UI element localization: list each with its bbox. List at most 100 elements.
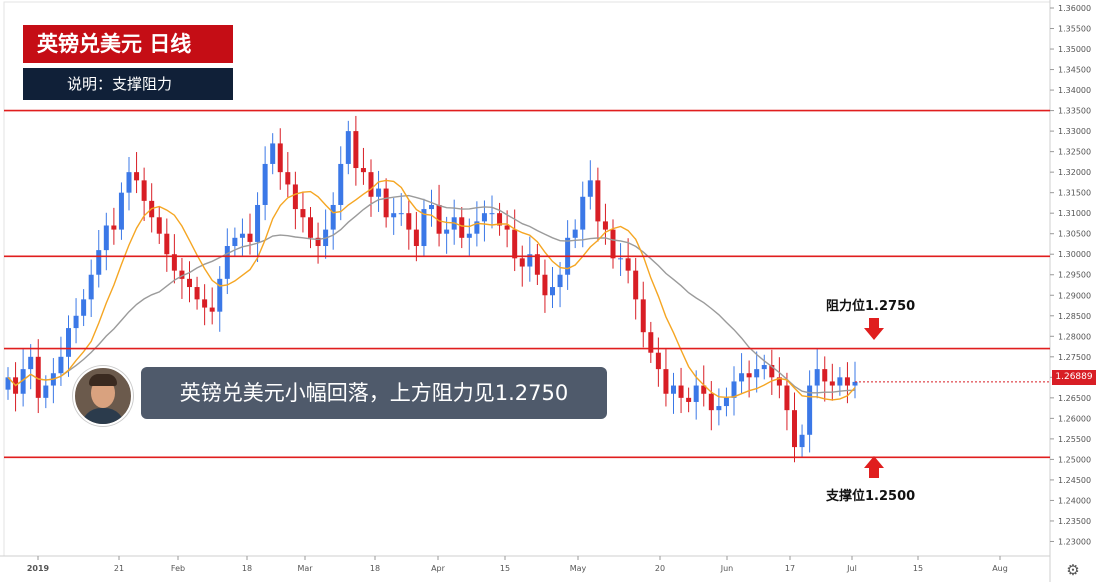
candle-body (217, 278, 223, 312)
candle-body (489, 213, 495, 215)
candle-body (315, 237, 321, 247)
candle-body (111, 225, 117, 230)
candle-body (739, 373, 745, 382)
candle-body (141, 180, 147, 201)
candle-body (270, 143, 276, 164)
candle-body (360, 168, 366, 173)
candle-body (35, 356, 41, 398)
candle-body (43, 385, 49, 398)
candle-body (171, 254, 177, 271)
x-tick-label: 20 (655, 564, 665, 573)
candle-body (444, 229, 450, 234)
gear-icon[interactable]: ⚙ (1066, 561, 1080, 579)
candle-body (187, 278, 192, 288)
candle-body (572, 229, 578, 238)
y-tick-label: 1.36000 (1058, 4, 1091, 13)
candle-body (5, 377, 11, 390)
candle-body (761, 365, 767, 370)
candle-body (852, 381, 858, 386)
candle-body (194, 287, 200, 300)
candle-body (239, 233, 245, 238)
candle-body (232, 237, 238, 247)
candle-body (179, 270, 185, 279)
candle-body (731, 381, 737, 398)
y-tick-label: 1.24500 (1058, 476, 1091, 485)
candle-body (640, 299, 646, 333)
candle-body (474, 221, 480, 234)
candle-body (20, 369, 26, 394)
candle-body (164, 233, 170, 255)
y-tick-label: 1.33500 (1058, 107, 1091, 116)
candle-body (822, 369, 828, 382)
candle-body (754, 369, 760, 378)
x-tick-label: Jun (720, 564, 734, 573)
candle-body (792, 410, 797, 448)
x-tick-label: 15 (913, 564, 923, 573)
candle-body (648, 332, 654, 353)
candle-body (459, 217, 465, 238)
x-tick-label: May (570, 564, 587, 573)
candle-body (701, 385, 707, 394)
y-tick-label: 1.35000 (1058, 45, 1091, 54)
candle-body (338, 163, 344, 205)
y-tick-label: 1.34500 (1058, 66, 1091, 75)
candle-body (633, 270, 639, 300)
candle-body (799, 434, 805, 448)
candle-body (655, 352, 661, 370)
candle-body (345, 131, 351, 164)
y-tick-label: 1.31000 (1058, 209, 1091, 218)
x-tick-label: Jul (846, 564, 857, 573)
candle-body (391, 213, 397, 218)
analyst-avatar (73, 366, 133, 426)
y-tick-label: 1.26500 (1058, 394, 1091, 403)
candle-body (829, 381, 835, 386)
x-tick-label: 18 (242, 564, 252, 573)
x-tick-label: 2019 (27, 564, 50, 573)
x-tick-label: 15 (500, 564, 510, 573)
candle-body (429, 204, 434, 210)
avatar-shirt (81, 408, 125, 424)
y-tick-label: 1.35500 (1058, 25, 1091, 34)
candle-body (81, 299, 87, 316)
candle-body (814, 369, 820, 386)
candle-body (723, 397, 729, 407)
y-tick-label: 1.24000 (1058, 496, 1091, 505)
candle-body (512, 229, 518, 259)
candle-body (587, 180, 593, 197)
y-tick-label: 1.27500 (1058, 353, 1091, 362)
y-tick-label: 1.32000 (1058, 168, 1091, 177)
y-tick-label: 1.28500 (1058, 312, 1091, 321)
candle-body (247, 233, 253, 242)
x-tick-label: Feb (171, 564, 185, 573)
candle-body (618, 258, 624, 260)
candle-body (28, 356, 34, 370)
candle-body (209, 307, 215, 312)
ma-slow-line (7, 194, 856, 394)
y-tick-label: 1.29000 (1058, 291, 1091, 300)
last-price-tag: 1.26889 (1052, 370, 1096, 385)
candle-body (625, 258, 631, 271)
candle-body (708, 393, 714, 411)
candle-body (550, 287, 555, 296)
support-label: 支撑位1.2500 (826, 489, 916, 504)
candle-body (519, 258, 525, 267)
candle-body (262, 163, 268, 205)
y-tick-label: 1.33000 (1058, 127, 1091, 136)
candle-body (255, 204, 261, 242)
candle-body (678, 385, 684, 398)
candle-body (610, 229, 616, 259)
candle-body (368, 172, 374, 197)
candle-body (88, 274, 94, 300)
candle-body (466, 233, 472, 238)
candle-body (580, 196, 586, 230)
x-tick-label: Apr (431, 564, 446, 573)
candle-body (330, 204, 336, 230)
candle-body (224, 246, 230, 279)
candle-body (376, 188, 382, 197)
candle-body (202, 299, 208, 308)
candle-body (716, 406, 722, 411)
y-tick-label: 1.28000 (1058, 332, 1091, 341)
y-tick-label: 1.25000 (1058, 455, 1091, 464)
candle-body (527, 254, 533, 267)
